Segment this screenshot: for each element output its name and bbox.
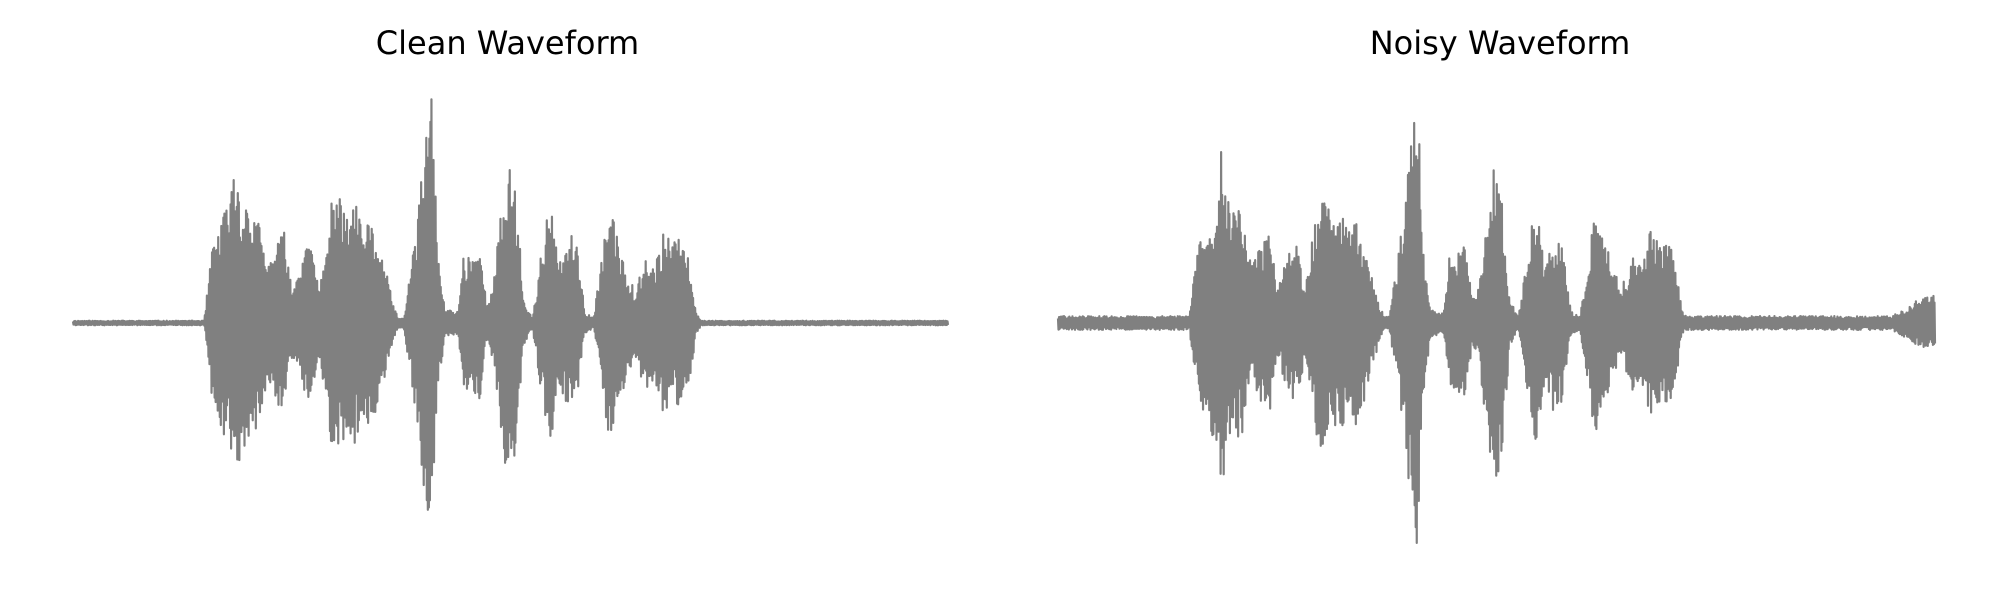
noisy-waveform-line	[1056, 121, 1937, 545]
noisy-waveform-plot	[1056, 121, 1937, 545]
clean-waveform-title: Clean Waveform	[375, 24, 640, 62]
clean-waveform-plot	[71, 98, 950, 511]
noisy-waveform-panel: Noisy Waveform	[1000, 0, 2000, 600]
noisy-waveform-title: Noisy Waveform	[1369, 24, 1631, 62]
clean-waveform-panel: Clean Waveform	[71, 24, 950, 511]
clean-waveform-line	[71, 98, 950, 511]
